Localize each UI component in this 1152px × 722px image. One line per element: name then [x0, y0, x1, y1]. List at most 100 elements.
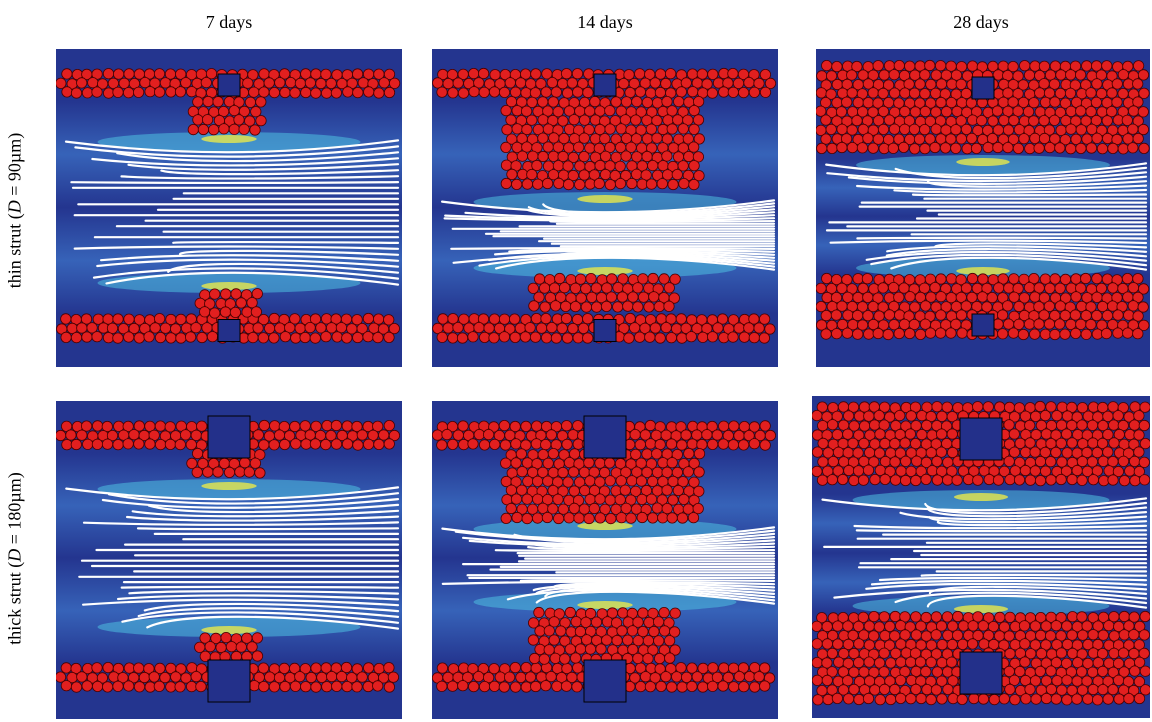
cell	[877, 123, 890, 136]
cell	[300, 681, 312, 693]
cell	[1055, 647, 1068, 659]
cell	[946, 639, 958, 651]
cell	[573, 512, 585, 524]
cell	[1003, 630, 1015, 642]
cell	[1002, 142, 1014, 154]
cell	[255, 115, 267, 127]
cell	[610, 96, 622, 108]
cell	[81, 680, 93, 692]
streamline	[91, 157, 400, 167]
cell	[696, 438, 708, 451]
streamlines	[441, 526, 776, 605]
shear-peak-top	[201, 482, 257, 490]
cell	[264, 322, 276, 334]
cell	[967, 620, 979, 632]
cell	[299, 331, 311, 344]
cell	[1039, 273, 1051, 285]
cell	[446, 69, 458, 81]
cell	[539, 301, 551, 313]
cell	[1117, 455, 1130, 467]
cell	[278, 662, 290, 674]
cell	[637, 626, 649, 638]
cell	[186, 680, 198, 693]
cell	[1122, 327, 1134, 339]
streamline	[137, 607, 400, 618]
cell	[604, 475, 616, 487]
cell	[946, 411, 958, 423]
cell	[1086, 456, 1098, 468]
cell	[557, 150, 569, 163]
cell	[620, 169, 632, 182]
cell	[571, 68, 584, 80]
cell	[851, 115, 863, 127]
cell	[1090, 114, 1102, 127]
streamline	[531, 542, 776, 549]
cell	[727, 331, 739, 343]
cell	[170, 671, 182, 683]
streamline	[549, 220, 776, 224]
cell	[817, 456, 829, 468]
cell	[635, 680, 647, 693]
cell	[812, 694, 824, 706]
cell	[521, 178, 534, 190]
cell	[112, 680, 124, 692]
cell	[208, 124, 220, 136]
cell	[561, 420, 573, 432]
streamline	[527, 545, 776, 551]
cell	[816, 105, 827, 117]
cell	[196, 420, 208, 432]
cell	[668, 292, 680, 304]
cell	[250, 106, 262, 118]
cell	[1014, 437, 1026, 449]
cell	[997, 292, 1009, 304]
cell	[722, 671, 734, 684]
streamline	[870, 579, 1148, 586]
cell	[1009, 411, 1021, 423]
cell	[667, 178, 679, 191]
cell	[935, 96, 947, 109]
cell	[521, 493, 533, 505]
cell	[457, 420, 469, 432]
cell	[458, 438, 470, 451]
cell	[821, 674, 833, 686]
streamline	[160, 169, 400, 176]
cell	[190, 670, 202, 683]
cell	[1128, 684, 1140, 697]
cell	[987, 115, 999, 127]
cell	[305, 671, 317, 684]
cell	[139, 76, 151, 89]
cell	[947, 446, 959, 459]
cell	[868, 611, 880, 623]
cell	[123, 87, 135, 99]
cell	[187, 124, 199, 136]
cell	[185, 331, 197, 343]
cell	[936, 410, 948, 422]
cell	[1004, 648, 1016, 660]
cell	[1070, 273, 1082, 285]
cell	[1121, 273, 1134, 285]
cell	[1065, 123, 1077, 135]
cell	[899, 87, 911, 99]
cell	[233, 114, 245, 126]
cell	[1137, 106, 1149, 118]
cell	[594, 123, 606, 136]
cell	[504, 671, 516, 683]
cell	[234, 466, 246, 478]
cell	[462, 671, 474, 683]
cell	[920, 665, 932, 678]
cell	[60, 662, 72, 674]
cell	[80, 313, 93, 325]
cell	[548, 616, 560, 628]
cell	[584, 105, 596, 117]
cell	[70, 87, 83, 99]
cell	[967, 638, 979, 650]
cell	[1045, 665, 1057, 677]
cell	[133, 662, 145, 674]
cell	[1097, 683, 1109, 696]
cell	[588, 502, 600, 515]
cell	[498, 681, 510, 693]
cell	[941, 611, 953, 623]
cell	[624, 312, 636, 325]
cell	[1122, 78, 1134, 90]
cell	[1132, 96, 1144, 108]
